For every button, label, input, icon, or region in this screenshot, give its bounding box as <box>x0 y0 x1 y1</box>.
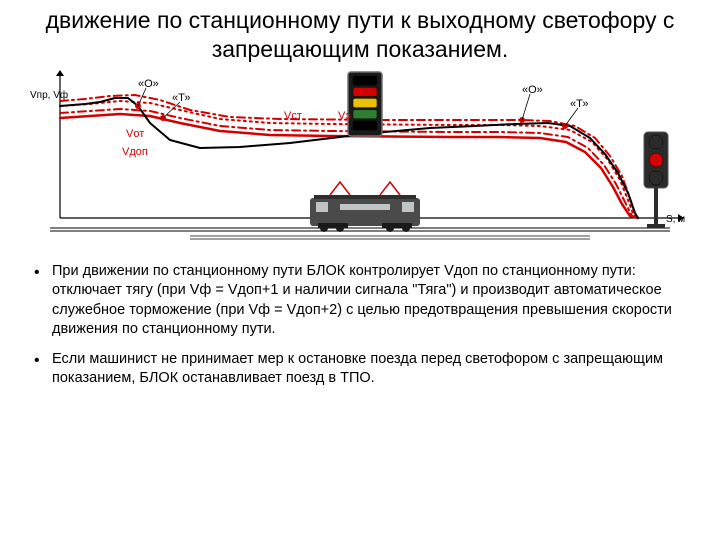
bullet-item: При движении по станционному пути БЛОК к… <box>28 262 690 340</box>
diagram-svg <box>30 68 690 248</box>
curve-label-vst: Vст <box>284 110 302 122</box>
axis-y-label: Vпр, Vф <box>30 90 58 101</box>
marker-label-o2: «О» <box>522 84 543 96</box>
curve-label-vdop: Vдоп <box>122 146 148 158</box>
locomotive-icon <box>310 182 420 232</box>
slide-title: движение по станционному пути к выходном… <box>30 6 690 64</box>
marker-label-t2: «Т» <box>570 98 588 110</box>
bullet-item: Если машинист не принимает мер к останов… <box>28 350 690 389</box>
axis-x-label: S, м <box>666 214 685 225</box>
marker-label-t1: «Т» <box>172 92 190 104</box>
bullet-list: При движении по станционному пути БЛОК к… <box>28 262 690 389</box>
curve-label-vot: Vот <box>126 128 144 140</box>
curve-label-ve: Vэ <box>338 110 351 122</box>
marker-label-o1: «О» <box>138 78 159 90</box>
speed-diagram: Vпр, Vф S, м «О» «Т» «О» «Т» Vст Vэ Vот … <box>30 68 690 248</box>
slide-root: движение по станционному пути к выходном… <box>0 6 720 540</box>
